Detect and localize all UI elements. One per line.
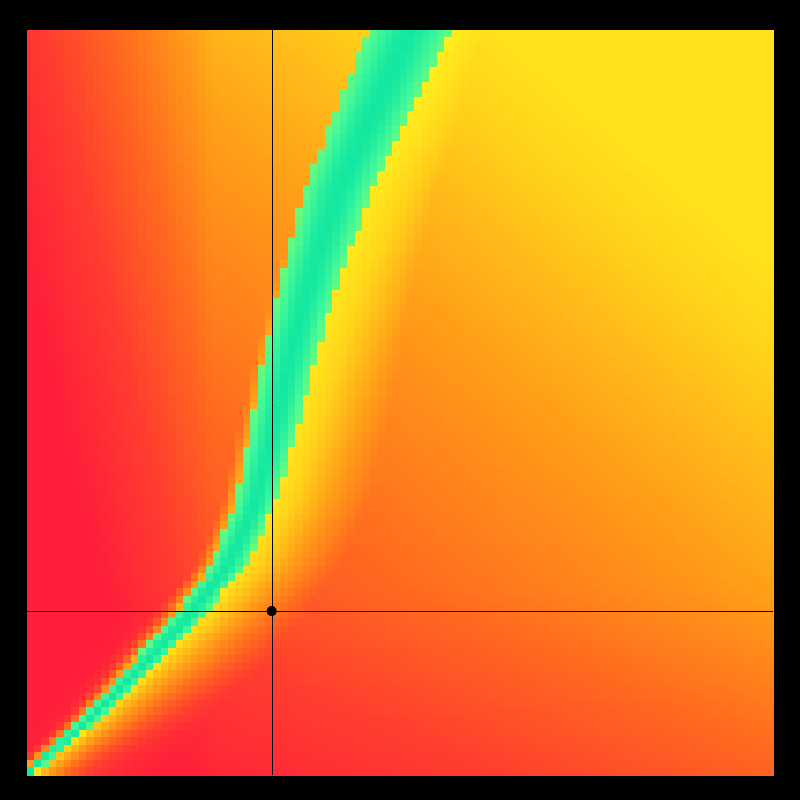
bottleneck-heatmap-canvas (0, 0, 800, 800)
chart-container: TheBottleneck.com (0, 0, 800, 800)
